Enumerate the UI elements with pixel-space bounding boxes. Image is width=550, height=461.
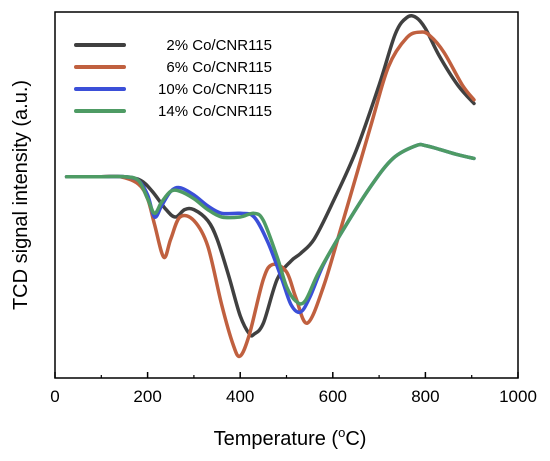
x-tick-label-200: 200: [133, 387, 161, 406]
x-tick-label-0: 0: [50, 387, 59, 406]
x-tick-label-400: 400: [226, 387, 254, 406]
legend-label-2: 6% Co/CNR115: [166, 59, 272, 76]
x-axis-title-sup: o: [338, 425, 345, 440]
legend-label-3: 10% Co/CNR115: [158, 81, 272, 98]
series-line-3: [64, 142, 476, 315]
series-line-2: [64, 30, 476, 359]
x-tick-label-800: 800: [411, 387, 439, 406]
legend-label-4: 14% Co/CNR115: [158, 103, 272, 120]
legend: 2% Co/CNR115 6% Co/CNR115 10% Co/CNR115 14%…: [74, 37, 272, 120]
series-line-4: [64, 142, 476, 306]
x-tick-label-600: 600: [319, 387, 347, 406]
x-tick-label-1000: 1000: [499, 387, 537, 406]
x-axis-title-main: Temperature (: [214, 428, 339, 450]
tick-layer: 0 200 400 600 800 1000: [50, 372, 537, 406]
series-layer: [64, 14, 476, 359]
y-axis-title: TCD signal intensity (a.u.): [10, 80, 32, 310]
series-line-1: [64, 14, 476, 338]
x-axis-title-end: C): [345, 428, 366, 450]
x-axis-title: Temperature (oC): [214, 425, 367, 450]
legend-label-1: 2% Co/CNR115: [166, 37, 272, 54]
